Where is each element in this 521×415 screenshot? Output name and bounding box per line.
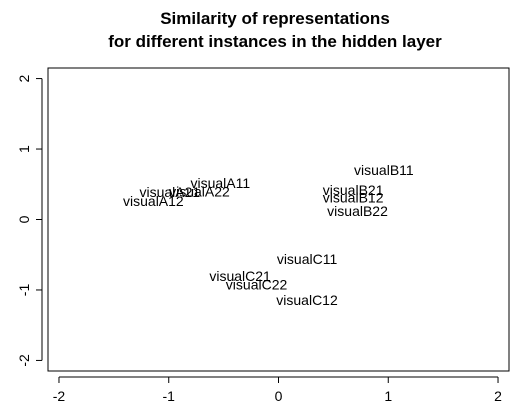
point-label-visualC12: visualC12 [276, 292, 338, 308]
x-tick-label: -1 [163, 388, 176, 404]
point-label-visualA21: visualA21 [139, 184, 200, 200]
point-label-visualB22: visualB22 [327, 203, 388, 219]
point-label-visualC21: visualC21 [209, 268, 271, 284]
x-axis: -2 -1 0 1 2 [53, 376, 502, 404]
plot-frame [47, 67, 510, 372]
point-label-visualA12: visualA12 [123, 193, 184, 209]
y-axis: -2 -1 0 1 2 [16, 74, 43, 367]
y-tick-label: 0 [16, 215, 32, 223]
x-tick-label: -2 [53, 388, 66, 404]
point-label-visualA11: visualA11 [190, 175, 250, 191]
point-label-visualC22: visualC22 [226, 276, 288, 292]
y-tick-label: 1 [16, 145, 32, 153]
chart-title-line-1: Similarity of representations [160, 9, 390, 28]
y-tick-label: -1 [16, 284, 32, 297]
chart-title-line-2: for different instances in the hidden la… [108, 32, 442, 51]
point-label-visualC11: visualC11 [277, 251, 338, 267]
x-tick-label: 1 [384, 388, 392, 404]
point-label-visualB12: visualB12 [323, 190, 384, 206]
point-label-visualB11: visualB11 [354, 162, 414, 178]
y-tick-label: -2 [16, 354, 32, 367]
x-tick-label: 0 [275, 388, 283, 404]
x-tick-label: 2 [494, 388, 502, 404]
point-label-visualB21: visualB21 [323, 182, 384, 198]
point-label-visualA22: visualA22 [169, 183, 230, 199]
y-tick-label: 2 [16, 74, 32, 82]
